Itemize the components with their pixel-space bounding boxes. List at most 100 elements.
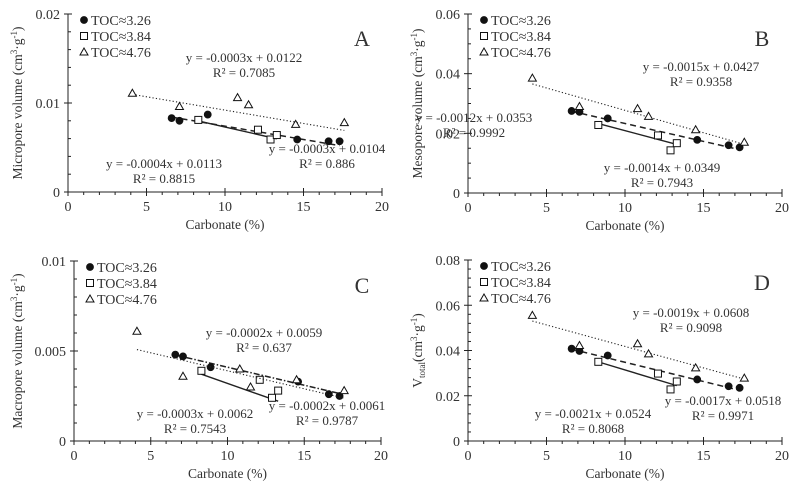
chart-panel-a: 0 5 10 15 20 0 0.01 0.02 Carbonate (%) Micropore … [9,8,389,232]
legend-label: TOC≈3.26 [491,260,551,275]
y-tick-label: 0.06 [436,299,461,314]
trendline [136,349,345,399]
x-tick-label: 20 [775,449,789,464]
legend-marker [80,32,88,40]
data-point [735,383,744,392]
x-axis-title: Carbonate (%) [585,218,664,233]
data-point [255,375,264,384]
x-tick-label: 5 [543,449,550,464]
data-point [603,351,612,360]
legend-label: TOC≈4.76 [491,46,551,61]
chart-panel-c: 0 5 10 15 20 0 0.005 0.01 Carbonate (%) Macropore… [9,255,388,481]
trendline [532,320,745,380]
trendline-equation: y = -0.0003x + 0.0104 [269,141,386,156]
data-point [690,362,701,372]
x-tick-label: 20 [775,201,789,216]
panel-label: A [354,26,370,51]
data-point [594,357,603,366]
data-point [253,125,262,134]
data-point [175,116,184,125]
legend-marker [480,32,488,40]
trendline-equation: y = -0.0004x + 0.0113 [106,156,222,171]
data-point [666,385,675,394]
trendline [532,83,745,145]
data-point [203,110,212,119]
trendline [198,120,277,140]
y-tick-label: 0.005 [35,345,67,360]
data-point [234,363,245,373]
data-point [739,137,750,146]
data-point [672,377,681,386]
x-tick-label: 15 [297,449,311,464]
data-point [653,131,662,140]
data-point [272,131,281,140]
y-tick-label: 0.01 [36,97,61,112]
y-tick-label: 0 [453,435,460,450]
trendline [201,373,279,402]
data-point [293,135,302,144]
trendline [598,122,677,146]
data-point [527,73,538,82]
data-point [174,101,185,111]
trendline-r2: R² = 0.9992 [443,125,505,140]
trendline-equation: y = -0.0012x + 0.0353 [416,110,533,125]
legend-marker [85,293,95,303]
legend-label: TOC≈3.84 [491,276,551,291]
y-tick-label: 0.04 [436,68,461,83]
data-point [268,393,277,402]
trendline-equation: y = -0.0015x + 0.0427 [643,59,760,74]
data-point [653,369,662,378]
trendline [598,361,678,387]
panel-label: C [355,273,370,298]
trendline-equation: y = -0.0017x + 0.0518 [665,393,782,408]
legend-label: TOC≈3.26 [491,14,551,29]
x-axis-title: Carbonate (%) [188,466,267,481]
trendline-r2: R² = 0.8068 [562,421,624,436]
data-point [574,101,585,110]
trendline-r2: R² = 0.7085 [213,65,275,80]
trendline [175,354,340,395]
trendline [571,348,740,392]
panel-label: B [755,26,770,51]
x-tick-label: 15 [697,449,711,464]
trendline-r2: R² = 0.7543 [164,421,226,436]
data-point [266,135,275,144]
y-tick-label: 0 [59,435,66,450]
y-tick-label: 0 [53,186,60,201]
legend-marker [480,16,488,24]
legend-label: TOC≈4.76 [97,293,157,308]
legend-marker [86,263,94,271]
data-point [243,99,254,109]
data-point [245,381,256,391]
x-axis-title: Carbonate (%) [185,217,264,232]
data-point [724,382,733,391]
legend-label: TOC≈3.84 [491,30,551,45]
x-tick-label: 0 [65,200,72,215]
trendline-equation: y = -0.0014x + 0.0349 [604,160,721,175]
legend-marker [480,262,488,270]
legend-marker [86,279,94,287]
data-point [167,114,176,123]
trendline-r2: R² = 0.8815 [133,171,195,186]
data-point [567,107,576,115]
chart-panel-d: 0 5 10 15 20 0 0.02 0.04 0.06 0.08 Carbonate (%) Vt… [409,254,789,481]
y-axis-title: Mesopore volume (cm3·g-1) [409,29,425,179]
trendline-equation: y = -0.0003x + 0.0122 [186,50,303,65]
y-axis-title: Macropore volume (cm3·g-1) [9,273,25,428]
x-tick-label: 5 [543,201,550,216]
legend-label: TOC≈3.26 [97,261,157,276]
x-tick-label: 0 [71,449,78,464]
y-tick-label: 0.02 [36,8,61,23]
trendline-r2: R² = 0.7943 [631,175,693,190]
data-point [290,119,301,128]
legend-label: TOC≈3.84 [97,277,157,292]
